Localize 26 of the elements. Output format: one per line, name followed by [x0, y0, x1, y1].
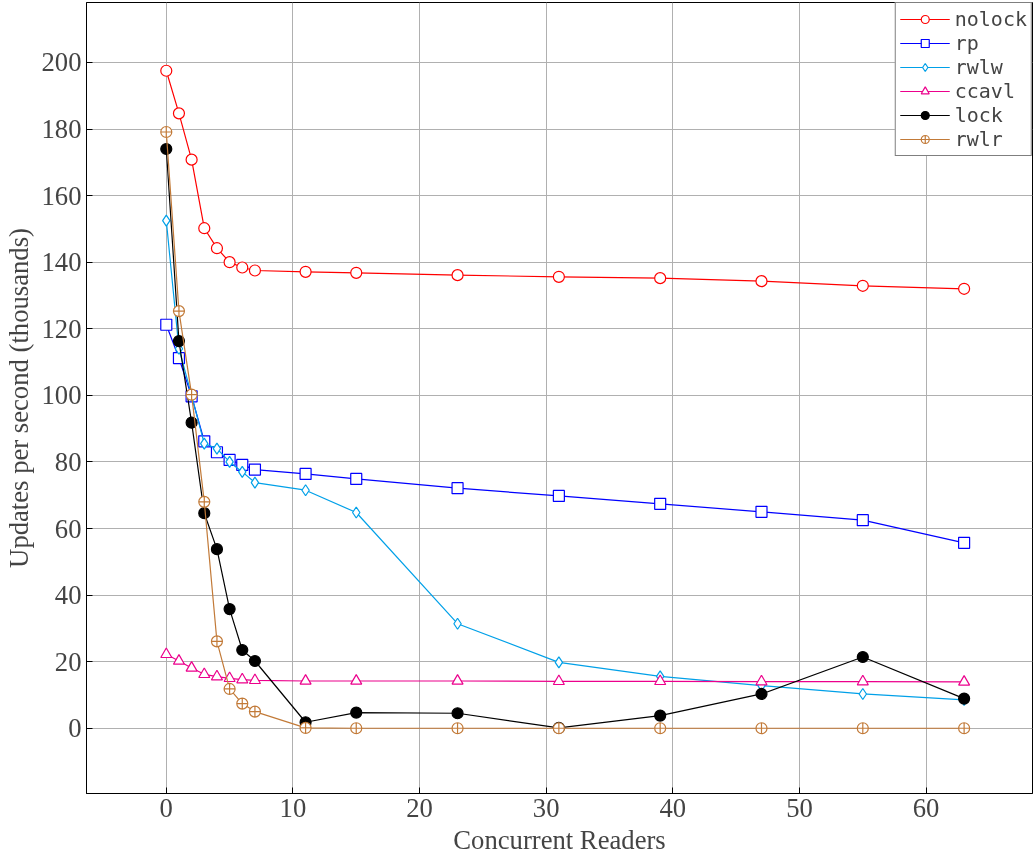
x-tick-label: 30	[532, 792, 560, 823]
y-tick-label: 160	[41, 180, 82, 211]
y-tick-label: 140	[41, 247, 82, 278]
y-tick-label: 0	[68, 713, 82, 744]
y-tick-label: 60	[54, 513, 82, 544]
legend-label: ccavl	[954, 79, 1015, 103]
y-tick-label: 120	[41, 313, 82, 344]
x-tick-label: 50	[786, 792, 813, 823]
y-tick-label: 40	[54, 580, 82, 611]
legend-label: lock	[954, 103, 1003, 127]
x-tick-label: 40	[659, 792, 687, 823]
x-axis-title: Concurrent Readers	[453, 824, 666, 855]
y-tick-label: 80	[54, 446, 82, 477]
y-tick-label: 100	[41, 380, 82, 411]
legend-label: rp	[954, 31, 979, 55]
y-tick-label: 180	[41, 114, 82, 145]
y-tick-label: 20	[54, 646, 82, 677]
legend-label: rwlw	[954, 55, 1003, 79]
x-tick-label: 20	[406, 792, 433, 823]
x-tick-label: 0	[159, 792, 173, 823]
x-tick-label: 10	[279, 792, 307, 823]
y-axis-title: Updates per second (thousands)	[3, 228, 34, 568]
x-tick-label: 60	[912, 792, 940, 823]
legend-label: rwlr	[954, 127, 1003, 151]
y-tick-label: 200	[41, 47, 82, 78]
legend-label: nolock	[954, 7, 1027, 31]
